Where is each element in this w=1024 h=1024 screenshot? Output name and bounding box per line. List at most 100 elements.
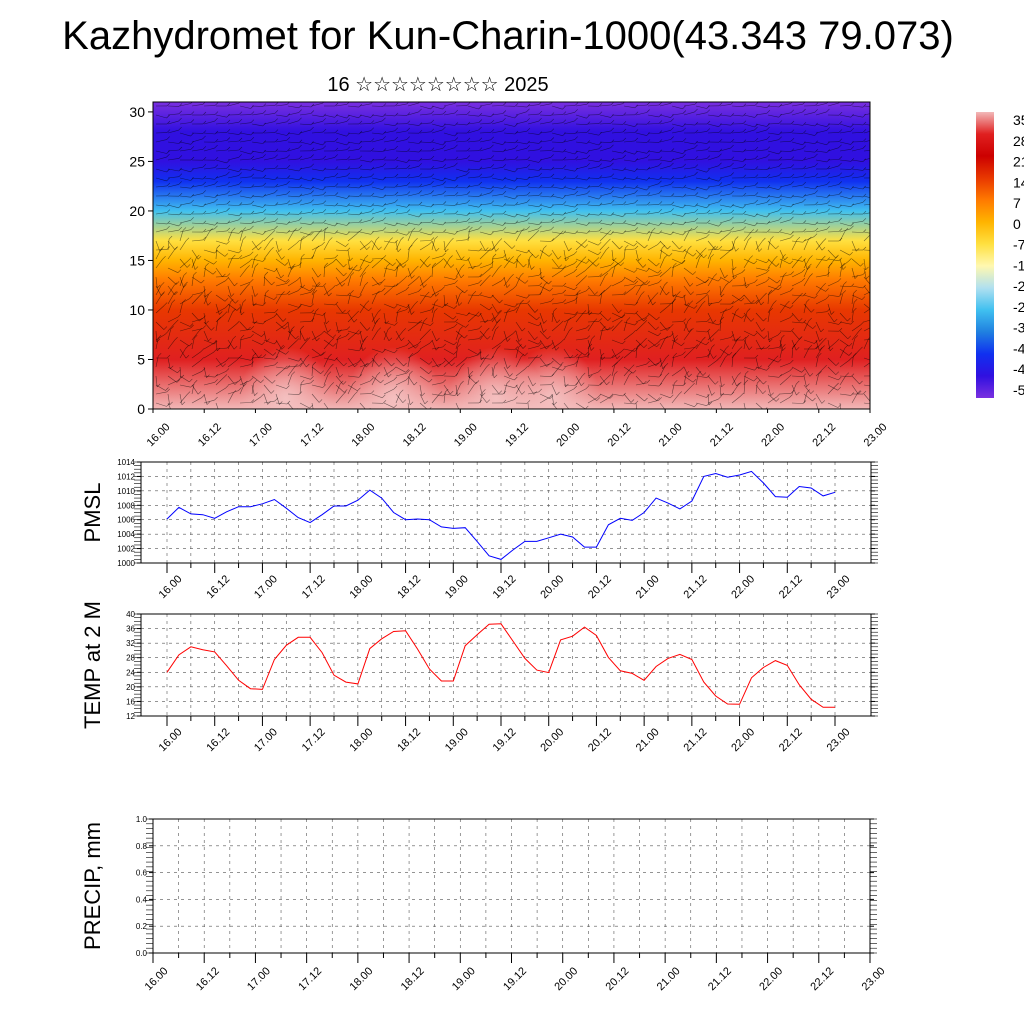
x-tick-label: 22.00 xyxy=(729,573,757,601)
y-tick-label: 1000 xyxy=(117,559,135,568)
x-tick-label: 16.00 xyxy=(143,965,171,993)
colorbar-label: -56 xyxy=(1013,382,1024,398)
y-tick-label: 32 xyxy=(126,639,135,648)
x-tick-label: 17.00 xyxy=(245,965,273,993)
x-tick-label: 19.00 xyxy=(450,965,478,993)
x-tick-label: 22.00 xyxy=(729,726,757,754)
x-tick-label: 16.00 xyxy=(157,726,185,754)
x-tick-label: 20.00 xyxy=(552,965,580,993)
y-tick-label: 0.6 xyxy=(136,869,148,878)
y-tick-label: 12 xyxy=(126,712,135,721)
x-tick-label: 22.00 xyxy=(759,421,787,449)
x-tick-label: 18.12 xyxy=(399,965,427,993)
y-tick-label: 0 xyxy=(137,401,145,417)
colorbar-label: -21 xyxy=(1013,278,1024,294)
x-tick-label: 21.12 xyxy=(681,573,709,601)
colorbar: 35 28 21 14 7 0 -7 -14 -21 -28 -35 -42 -49 -56 xyxy=(976,112,1024,398)
x-tick-label: 17.00 xyxy=(252,726,280,754)
y-tick-label: 1014 xyxy=(117,458,135,467)
x-tick-label: 22.00 xyxy=(757,965,785,993)
x-tick-label: 22.12 xyxy=(808,965,836,993)
y-tick-label: 0.8 xyxy=(136,842,148,851)
colorbar-label: -28 xyxy=(1013,299,1024,315)
x-tick-label: 17.00 xyxy=(247,421,275,449)
x-tick-label: 17.12 xyxy=(298,421,326,449)
y-tick-label: 15 xyxy=(129,252,145,268)
cross-section-panel: 0 5 10 15 20 25 30 16.00 16.12 17.00 17.12 18.00 18.… xyxy=(129,101,890,449)
temp2m-series-line xyxy=(166,623,835,708)
precip-panel: 0.0 0.2 0.4 0.6 0.8 1.0 16.00 16.12 17.00 17.12 18… xyxy=(80,815,888,993)
y-tick-label: 1002 xyxy=(117,545,135,554)
x-tick-label: 21.00 xyxy=(657,421,685,449)
y-tick-label: 0.0 xyxy=(136,949,148,958)
y-tick-label: 24 xyxy=(126,668,135,677)
y-tick-label: 10 xyxy=(129,302,145,318)
precip-ylabel: PRECIP, mm xyxy=(80,822,105,950)
x-tick-label: 23.00 xyxy=(825,573,853,601)
x-tick-label: 16.00 xyxy=(157,573,185,601)
colorbar-ramp xyxy=(976,112,994,398)
colorbar-label: -49 xyxy=(1013,361,1024,377)
x-tick-label: 17.12 xyxy=(300,726,328,754)
x-tick-label: 20.12 xyxy=(606,421,634,449)
y-tick-label: 25 xyxy=(129,153,145,169)
y-tick-label: 1004 xyxy=(117,530,135,539)
x-tick-label: 23.00 xyxy=(862,421,890,449)
y-tick-label: 30 xyxy=(129,104,145,120)
y-tick-label: 20 xyxy=(126,683,135,692)
x-tick-label: 20.12 xyxy=(604,965,632,993)
x-tick-label: 20.00 xyxy=(538,573,566,601)
colorbar-label: -14 xyxy=(1013,257,1024,273)
y-tick-label: 1.0 xyxy=(136,815,148,824)
pmsl-panel: 1000 1002 1004 1006 1008 1010 1012 1014 16.00 16.… xyxy=(80,458,878,601)
x-tick-label: 22.12 xyxy=(810,421,838,449)
y-tick-label: 40 xyxy=(126,610,135,619)
y-tick-label: 1012 xyxy=(117,472,135,481)
x-tick-label: 21.12 xyxy=(706,965,734,993)
temp-panel: 12 16 20 24 28 32 36 40 16.00 16.12 17.00 17.12 18.0… xyxy=(80,601,878,754)
y-tick-label: 0.2 xyxy=(136,922,148,931)
colorbar-label: 0 xyxy=(1013,216,1021,232)
y-tick-label: 28 xyxy=(126,654,135,663)
x-tick-label: 21.12 xyxy=(681,726,709,754)
temp2m-frame xyxy=(140,613,872,717)
x-tick-label: 21.00 xyxy=(655,965,683,993)
x-tick-label: 18.12 xyxy=(395,726,423,754)
y-tick-label: 36 xyxy=(126,625,135,634)
colorbar-label: -35 xyxy=(1013,320,1024,336)
x-tick-label: 20.00 xyxy=(538,726,566,754)
x-tick-label: 19.00 xyxy=(443,573,471,601)
x-tick-label: 18.12 xyxy=(401,421,429,449)
wind-barbs xyxy=(155,102,870,409)
x-tick-label: 21.12 xyxy=(708,421,736,449)
y-tick-label: 0.4 xyxy=(136,895,148,904)
warm-spot xyxy=(238,347,335,409)
x-tick-label: 19.12 xyxy=(491,573,519,601)
pmsl-frame xyxy=(140,461,872,564)
x-tick-label: 20.12 xyxy=(586,726,614,754)
x-tick-label: 20.00 xyxy=(554,421,582,449)
y-tick-label: 5 xyxy=(137,351,145,367)
x-tick-label: 17.12 xyxy=(296,965,324,993)
x-tick-label: 17.00 xyxy=(252,573,280,601)
chart-title: Kazhydromet for Kun-Charin-1000(43.343 7… xyxy=(62,14,954,58)
x-tick-label: 21.00 xyxy=(634,573,662,601)
colorbar-label: 21 xyxy=(1013,154,1024,170)
colorbar-label: 14 xyxy=(1013,174,1024,190)
x-tick-label: 16.12 xyxy=(196,421,224,449)
y-tick-label: 1006 xyxy=(117,516,135,525)
x-tick-label: 16.12 xyxy=(204,573,232,601)
x-tick-label: 16.12 xyxy=(194,965,222,993)
chart-subtitle: 16 ☆☆☆☆☆☆☆☆ 2025 xyxy=(327,74,549,96)
y-tick-label: 16 xyxy=(126,697,135,706)
x-tick-label: 18.12 xyxy=(395,573,423,601)
x-tick-label: 19.12 xyxy=(503,421,531,449)
y-tick-label: 20 xyxy=(129,203,145,219)
x-tick-label: 18.00 xyxy=(347,573,375,601)
x-tick-label: 22.12 xyxy=(777,573,805,601)
colorbar-label: -7 xyxy=(1013,237,1024,253)
y-tick-label: 1008 xyxy=(117,501,135,510)
x-tick-label: 19.00 xyxy=(452,421,480,449)
x-tick-label: 21.00 xyxy=(634,726,662,754)
